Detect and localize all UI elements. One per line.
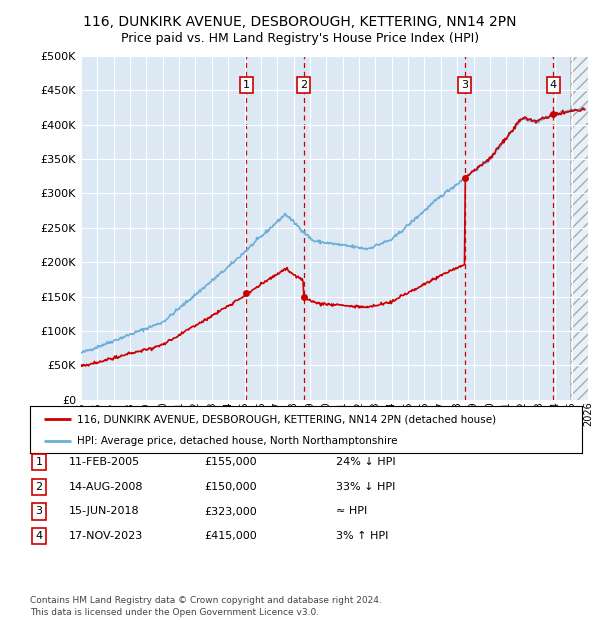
Text: ≈ HPI: ≈ HPI: [336, 507, 367, 516]
Text: 116, DUNKIRK AVENUE, DESBOROUGH, KETTERING, NN14 2PN: 116, DUNKIRK AVENUE, DESBOROUGH, KETTERI…: [83, 16, 517, 30]
Text: 11-FEB-2005: 11-FEB-2005: [69, 457, 140, 467]
Point: [299, 292, 308, 302]
Text: 2: 2: [300, 80, 307, 90]
Text: Price paid vs. HM Land Registry's House Price Index (HPI): Price paid vs. HM Land Registry's House …: [121, 32, 479, 45]
Text: HPI: Average price, detached house, North Northamptonshire: HPI: Average price, detached house, Nort…: [77, 436, 397, 446]
Text: 2: 2: [35, 482, 43, 492]
Text: 1: 1: [243, 80, 250, 90]
Text: 116, DUNKIRK AVENUE, DESBOROUGH, KETTERING, NN14 2PN (detached house): 116, DUNKIRK AVENUE, DESBOROUGH, KETTERI…: [77, 414, 496, 424]
Text: 24% ↓ HPI: 24% ↓ HPI: [336, 457, 395, 467]
Text: 17-NOV-2023: 17-NOV-2023: [69, 531, 143, 541]
Text: 15-JUN-2018: 15-JUN-2018: [69, 507, 140, 516]
Bar: [569, 56, 588, 400]
Text: 1: 1: [35, 457, 43, 467]
Point: [242, 288, 251, 298]
Text: 3: 3: [35, 507, 43, 516]
Point: [460, 172, 469, 182]
Text: £150,000: £150,000: [204, 482, 257, 492]
Text: 4: 4: [550, 80, 557, 90]
Text: £155,000: £155,000: [204, 457, 257, 467]
Text: £323,000: £323,000: [204, 507, 257, 516]
Text: 33% ↓ HPI: 33% ↓ HPI: [336, 482, 395, 492]
Bar: [569, 56, 588, 400]
Text: 4: 4: [35, 531, 43, 541]
Text: 14-AUG-2008: 14-AUG-2008: [69, 482, 143, 492]
Text: £415,000: £415,000: [204, 531, 257, 541]
Text: 3% ↑ HPI: 3% ↑ HPI: [336, 531, 388, 541]
Point: [548, 109, 558, 119]
Text: Contains HM Land Registry data © Crown copyright and database right 2024.
This d: Contains HM Land Registry data © Crown c…: [30, 596, 382, 617]
Text: 3: 3: [461, 80, 468, 90]
